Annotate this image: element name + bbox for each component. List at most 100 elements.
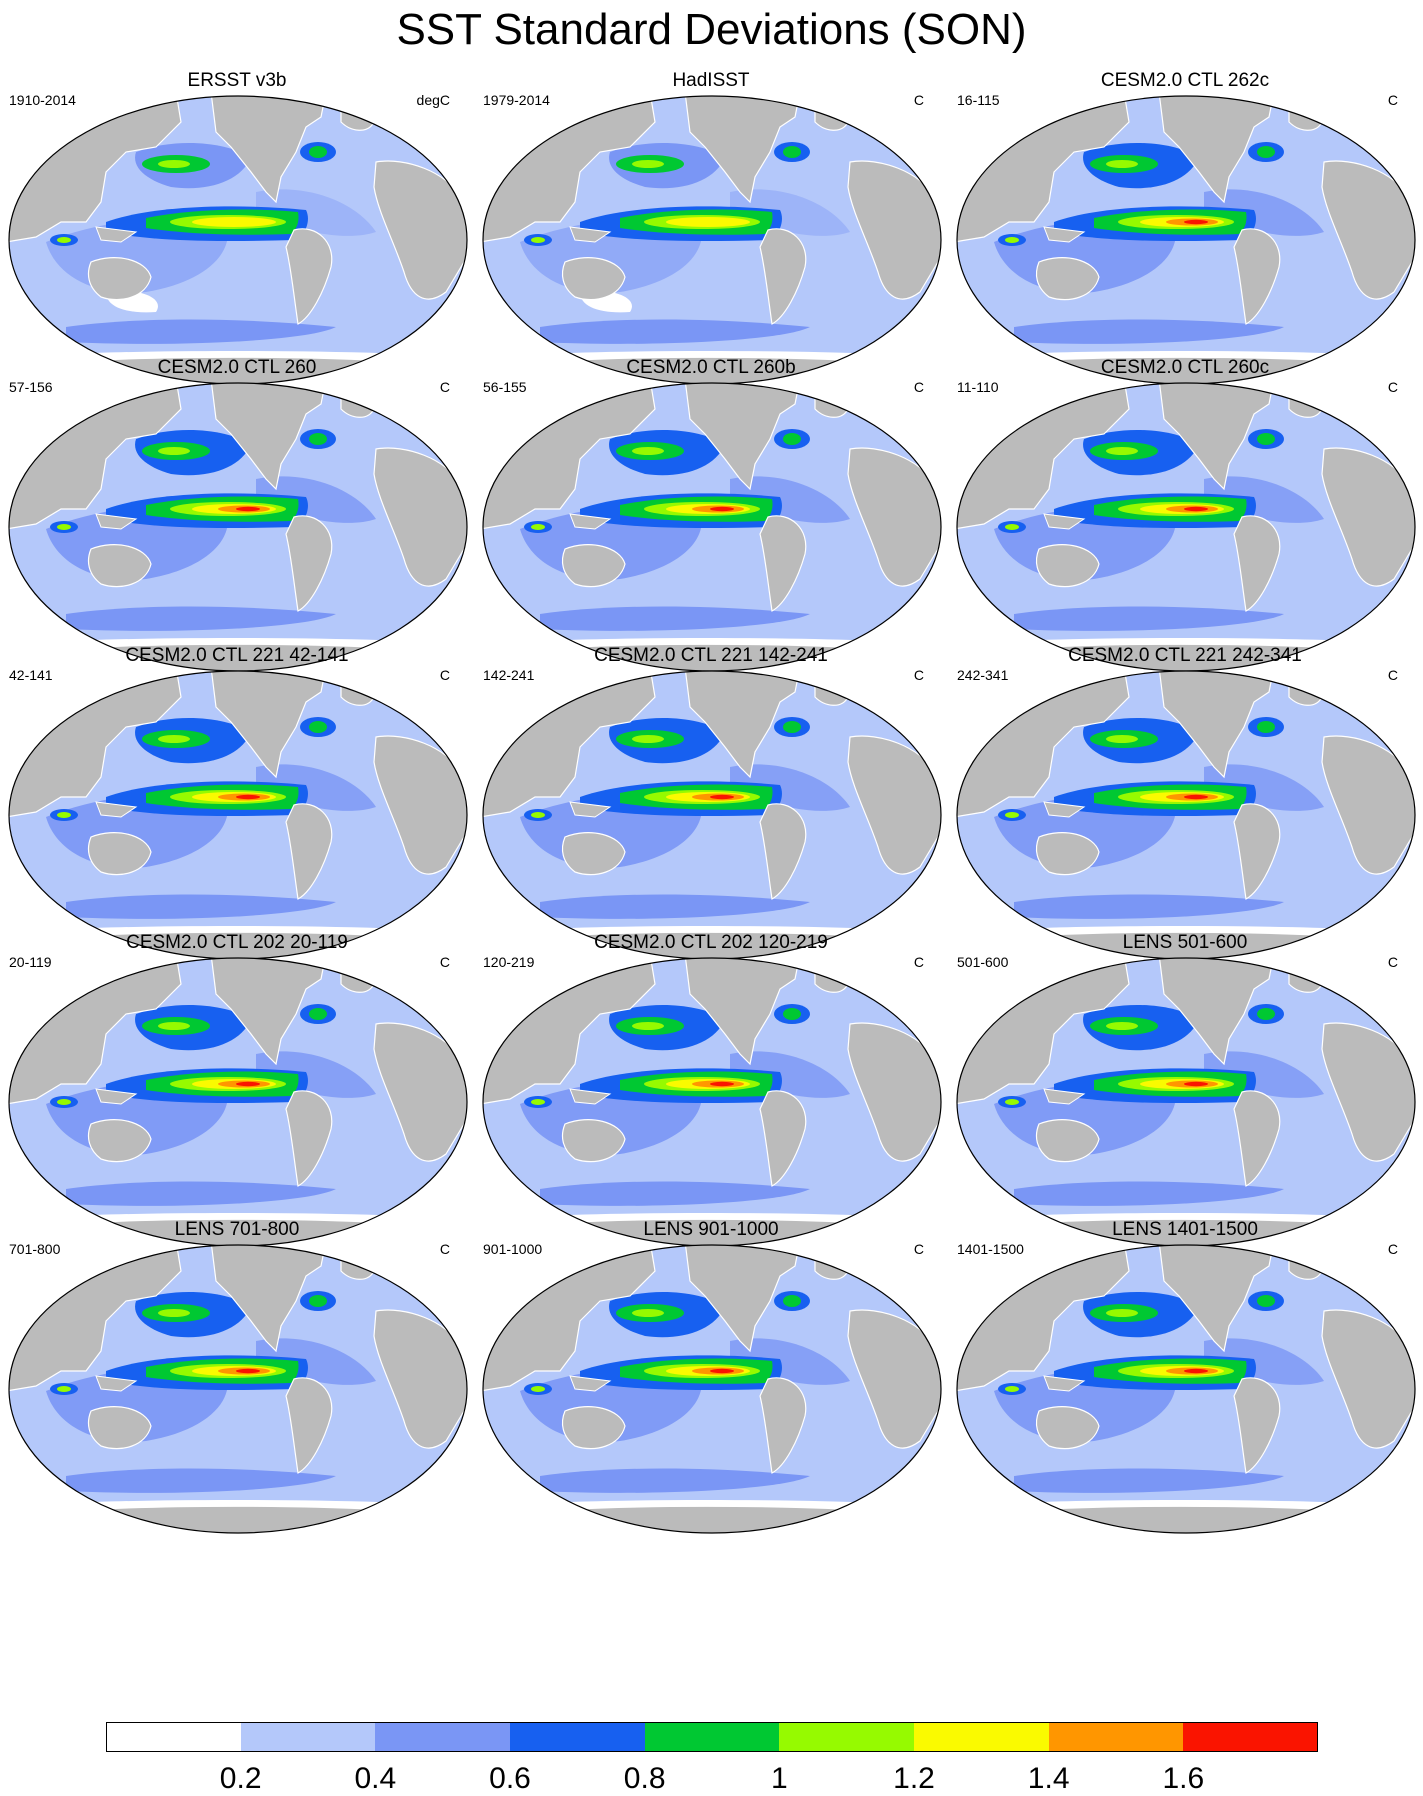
sst-band-1.0 (1106, 1309, 1138, 1317)
panel-units: C (1387, 954, 1398, 970)
north-america-landmass (210, 96, 327, 204)
sst-band-0.8 (783, 146, 801, 158)
africa-europe-landmass (847, 160, 941, 300)
sst-band-0.4 (1014, 1468, 1284, 1493)
colorbar-tick-label: 0.8 (623, 1762, 666, 1795)
maritime-continent-landmass (569, 1088, 612, 1105)
sst-band-1.0 (531, 812, 545, 818)
panel-title: LENS 901-1000 (643, 1219, 779, 1240)
africa-europe-landmass (373, 1309, 467, 1449)
sst-band-0.8 (309, 433, 327, 445)
north-america-landmass (210, 383, 327, 491)
north-america-landmass (210, 671, 327, 779)
page-title: SST Standard Deviations (SON) (396, 5, 1027, 54)
sst-map (956, 1244, 1416, 1534)
africa-europe-landmass (1321, 160, 1415, 300)
sst-band-1.6 (710, 794, 734, 800)
map-border (8, 1244, 468, 1534)
panel-title: CESM2.0 CTL 221 142-241 (594, 645, 828, 666)
panel-period: 16-115 (957, 92, 1000, 108)
sst-band-0.8 (309, 1008, 327, 1020)
sst-band-1.2 (192, 217, 276, 227)
sst-band-0.8 (1257, 433, 1275, 445)
map-panel: LENS 901-1000 901-1000 C (474, 1219, 948, 1537)
panel-units: C (913, 92, 924, 108)
panel-period: 901-1000 (483, 1241, 543, 1257)
maritime-continent-landmass (95, 801, 138, 818)
sst-map (8, 670, 468, 960)
sst-band-1.0 (57, 1099, 71, 1105)
africa-europe-landmass (373, 447, 467, 587)
south-america-landmass (1233, 1090, 1281, 1187)
sst-band-0.8 (309, 721, 327, 733)
maritime-continent-landmass (1043, 1375, 1086, 1392)
panel-units: C (439, 667, 450, 683)
sst-band-1.0 (57, 812, 71, 818)
colorbar (106, 1722, 1318, 1752)
map-panel: LENS 701-800 701-800 C (0, 1219, 474, 1537)
sst-band-1.0 (531, 524, 545, 530)
panel-title: CESM2.0 CTL 202 20-119 (126, 932, 348, 953)
sst-band-0.4 (1014, 1181, 1284, 1206)
sst-band-1.0 (1005, 237, 1019, 243)
sst-band-0.8 (1257, 1008, 1275, 1020)
colorbar-swatch (1183, 1722, 1318, 1752)
sst-band-1.6 (710, 506, 734, 512)
colorbar-swatch (779, 1722, 914, 1752)
panel-title: CESM2.0 CTL 260c (1100, 357, 1270, 378)
north-america-landmass (684, 1245, 801, 1353)
australia-landmass (87, 1406, 152, 1450)
australia-landmass (87, 544, 152, 588)
sst-band-1.0 (1005, 1386, 1019, 1392)
sst-band-1.0 (632, 1022, 664, 1030)
south-america-landmass (1233, 228, 1281, 325)
sst-band-1.2 (666, 217, 750, 227)
map-panel: CESM2.0 CTL 221 242-341 242-341 C (948, 645, 1422, 963)
sst-band-0.4 (540, 1181, 810, 1206)
sst-band-0.8 (309, 146, 327, 158)
sst-map (956, 382, 1416, 672)
sst-map (482, 1244, 942, 1534)
panel-title: CESM2.0 CTL 202 120-219 (594, 932, 828, 953)
maritime-continent-landmass (95, 226, 138, 243)
south-america-landmass (285, 1090, 333, 1187)
sst-band-1.6 (710, 1081, 734, 1087)
sst-band-0.4 (1014, 319, 1284, 344)
sst-band-1.0 (158, 735, 190, 743)
colorbar-swatch (1048, 1722, 1184, 1752)
sst-band-1.6 (1184, 219, 1208, 225)
sst-band-1.6 (710, 1368, 734, 1374)
sst-band-1.6 (236, 1081, 260, 1087)
sst-map (956, 957, 1416, 1247)
africa-europe-landmass (847, 1022, 941, 1162)
map-panel: LENS 501-600 501-600 C (948, 932, 1422, 1250)
sst-map (482, 670, 942, 960)
panel-units: C (439, 954, 450, 970)
map-border (956, 1244, 1416, 1534)
sst-map (8, 957, 468, 1247)
north-america-landmass (1158, 671, 1275, 779)
south-america-landmass (285, 228, 333, 325)
australia-landmass (87, 832, 152, 876)
sst-band-1.0 (531, 1099, 545, 1105)
australia-landmass (561, 1406, 626, 1450)
australia-landmass (1035, 257, 1100, 301)
australia-landmass (87, 1119, 152, 1163)
sst-band-0.8 (783, 433, 801, 445)
africa-europe-landmass (1321, 1309, 1415, 1449)
map-border (482, 1244, 942, 1534)
africa-europe-landmass (1321, 735, 1415, 875)
south-america-landmass (285, 515, 333, 612)
maritime-continent-landmass (95, 513, 138, 530)
sst-band-0.4 (66, 319, 336, 344)
sst-map (956, 670, 1416, 960)
sst-map (8, 382, 468, 672)
africa-europe-landmass (847, 1309, 941, 1449)
sst-band-1.0 (632, 160, 664, 168)
australia-landmass (1035, 1119, 1100, 1163)
sst-band-1.6 (236, 506, 260, 512)
sst-map (482, 957, 942, 1247)
map-panel: CESM2.0 CTL 260 57-156 C (0, 357, 474, 675)
sst-band-0.8 (783, 721, 801, 733)
sst-band-0.8 (1257, 146, 1275, 158)
